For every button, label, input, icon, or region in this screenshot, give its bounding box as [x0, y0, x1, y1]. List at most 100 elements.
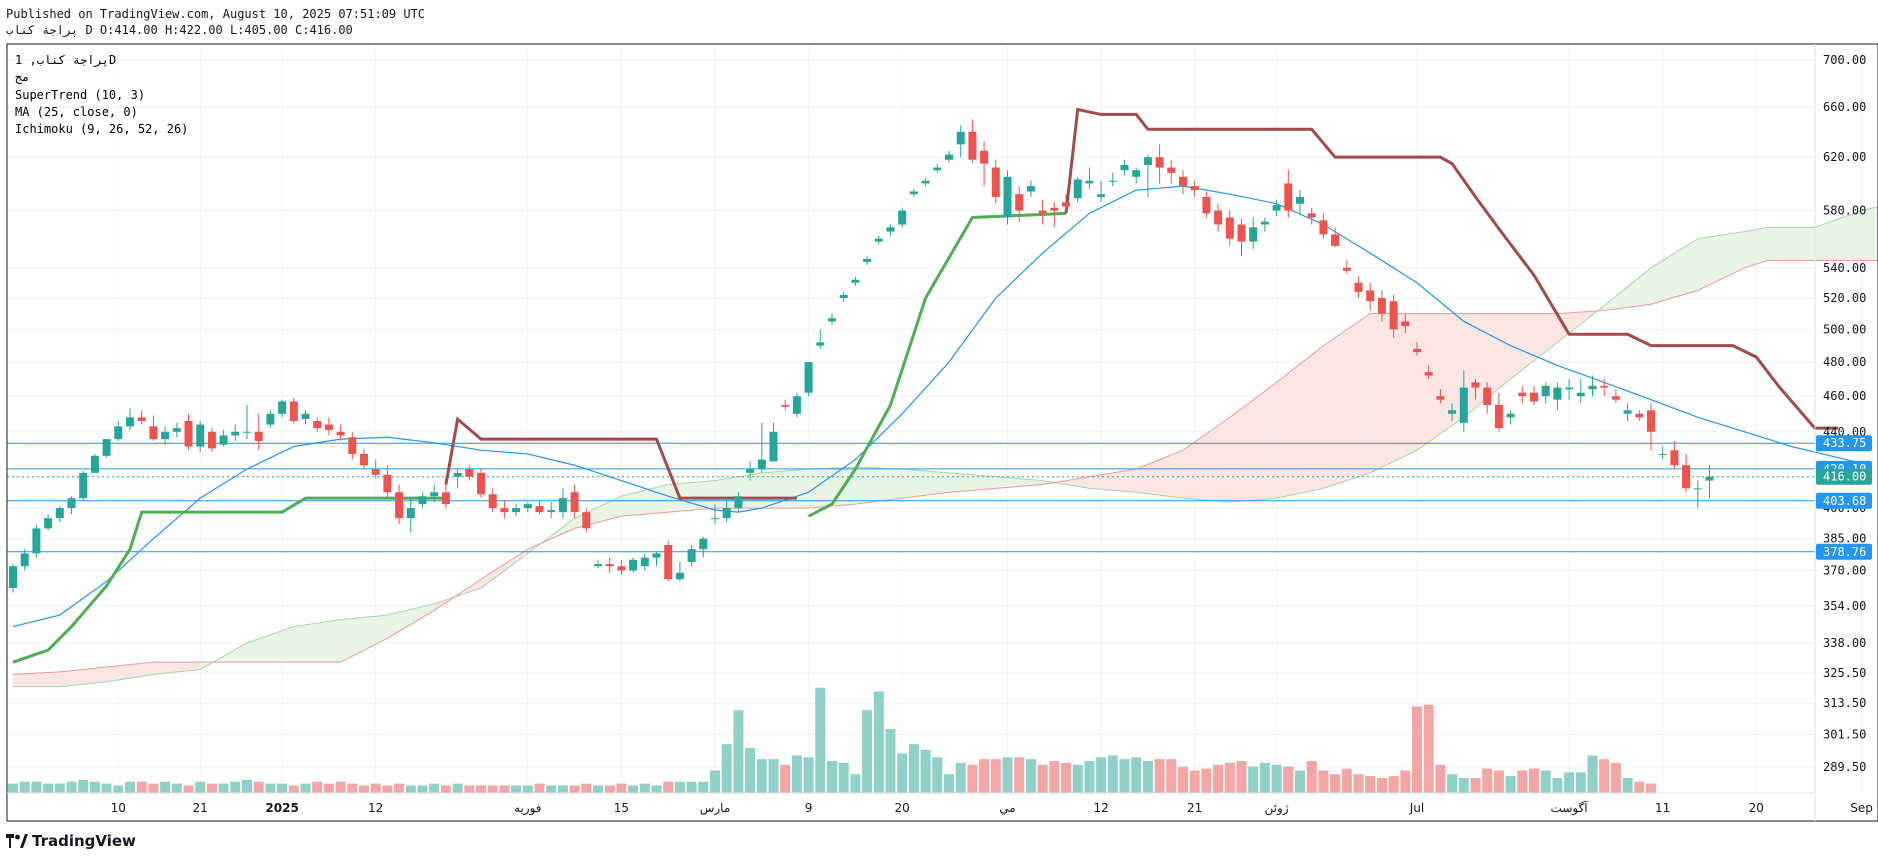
candle-body [79, 472, 88, 499]
legend-ma[interactable]: MA (25, close, 0) [15, 105, 138, 119]
volume-bar [1400, 770, 1411, 793]
candle-body [231, 431, 240, 436]
candle-body [898, 210, 907, 225]
supertrend-up-segment [12, 496, 446, 664]
last-price-box [1816, 468, 1872, 485]
price-tick: 520.00 [1823, 291, 1866, 305]
volume-bar [1376, 777, 1387, 793]
volume-bar [873, 691, 884, 793]
candle-body [1167, 167, 1176, 173]
cloud-segment [1510, 313, 1558, 379]
published-line: Published on TradingView.com, August 10,… [6, 7, 426, 21]
time-tick: 11 [1655, 801, 1670, 815]
price-tick: 338.00 [1823, 636, 1866, 650]
candle-body [1249, 227, 1258, 242]
volume-bar [1037, 764, 1048, 793]
time-tick: 12 [1093, 801, 1108, 815]
candle-body [1530, 392, 1538, 402]
cloud-segment [949, 472, 996, 493]
tradingview-logo-text: TradingView [32, 832, 136, 850]
candle-body [20, 553, 29, 567]
ohlc-readout: پراجة كناب D O:414.00 H:422.00 L:405.00 … [6, 23, 353, 37]
candle-body [1565, 387, 1574, 390]
candle-body [1108, 180, 1117, 182]
senkou-span-b [12, 259, 1878, 675]
candle-body [383, 474, 392, 493]
candle-body [1413, 348, 1421, 353]
price-chart[interactable]: 700.00 660.00 620.00 580.00 540.00 520.00 500.… [0, 0, 1878, 825]
volume-bar [440, 785, 451, 793]
tradingview-logo[interactable]: TradingView [6, 832, 136, 850]
volume-bar [148, 783, 159, 793]
candle-body [301, 413, 310, 420]
volume-bar [1084, 761, 1095, 793]
volume-bar [253, 781, 264, 793]
candle-body [1354, 282, 1363, 292]
volume-bar [113, 785, 124, 793]
candle-body [1494, 404, 1503, 429]
candle-body [184, 420, 193, 447]
time-tick: 21 [193, 801, 208, 815]
volume-bar [967, 764, 978, 793]
cloud-segment [1323, 313, 1371, 489]
cloud-segment [808, 467, 856, 509]
candle-body [126, 417, 134, 427]
volume-bar [639, 783, 650, 793]
time-tick: 15 [614, 801, 629, 815]
candle-body [1097, 194, 1106, 197]
legend-supertrend[interactable]: SuperTrend (10, 3) [15, 88, 145, 102]
candle-body [196, 424, 205, 447]
volume-bar [1622, 777, 1633, 793]
volume-bar [171, 783, 182, 793]
volume-bar [19, 781, 30, 793]
time-axis[interactable]: 10 21 2025 12 فوريه 15 مارس 9 20 مي 12 21 ژوئن Jul آگو… [111, 800, 1873, 816]
candle-body [172, 428, 181, 432]
ichimoku-cloud [12, 206, 1878, 688]
horizontal-lines[interactable] [7, 442, 1815, 553]
volume-bar [1470, 777, 1481, 793]
candle-body [711, 518, 719, 520]
volume-bar [323, 783, 334, 793]
time-tick: ژوئن [1265, 801, 1289, 816]
candle-body [781, 404, 790, 407]
cloud-segment [761, 469, 809, 509]
volume-bar [277, 783, 288, 793]
volume-bar [1341, 768, 1352, 793]
volume-bar [663, 781, 674, 793]
volume-bar [288, 785, 299, 793]
volume-bar [1493, 770, 1504, 793]
candle-body [324, 424, 333, 430]
cloud-segment [902, 469, 949, 499]
cloud-segment [1276, 345, 1324, 499]
legend-exchange: مج [15, 70, 29, 84]
candle-body [149, 426, 158, 440]
candle-body [1459, 387, 1468, 423]
price-axis[interactable]: 700.00 660.00 620.00 580.00 540.00 520.00 500.… [1816, 53, 1872, 774]
legend-ichimoku[interactable]: Ichimoku (9, 26, 52, 26) [15, 122, 188, 136]
cloud-segment [1417, 313, 1464, 451]
volume-bar [1412, 706, 1422, 793]
volume-bar [1435, 764, 1446, 793]
ma-line [12, 185, 1862, 628]
candle-body [243, 431, 251, 433]
candle-body [90, 455, 99, 473]
candle-body [313, 420, 322, 429]
volume-bar [1178, 766, 1188, 793]
volume-bar [1447, 774, 1458, 793]
cloud-segment [13, 671, 60, 687]
volume-bar [1061, 762, 1071, 793]
volume-bar [31, 781, 42, 793]
volume-bar [1271, 764, 1282, 793]
cloud-segment [1697, 231, 1745, 291]
candle-body [1506, 413, 1515, 418]
candle-body [336, 431, 345, 436]
volume-bar [955, 762, 966, 793]
volume-bar [756, 759, 767, 793]
volume-bar [850, 774, 861, 793]
candle-body [254, 431, 263, 441]
time-tick: 9 [805, 801, 813, 815]
candle-body [945, 154, 953, 160]
candle-body [874, 238, 883, 242]
candle-body [219, 435, 228, 445]
cloud-segment [59, 667, 107, 687]
